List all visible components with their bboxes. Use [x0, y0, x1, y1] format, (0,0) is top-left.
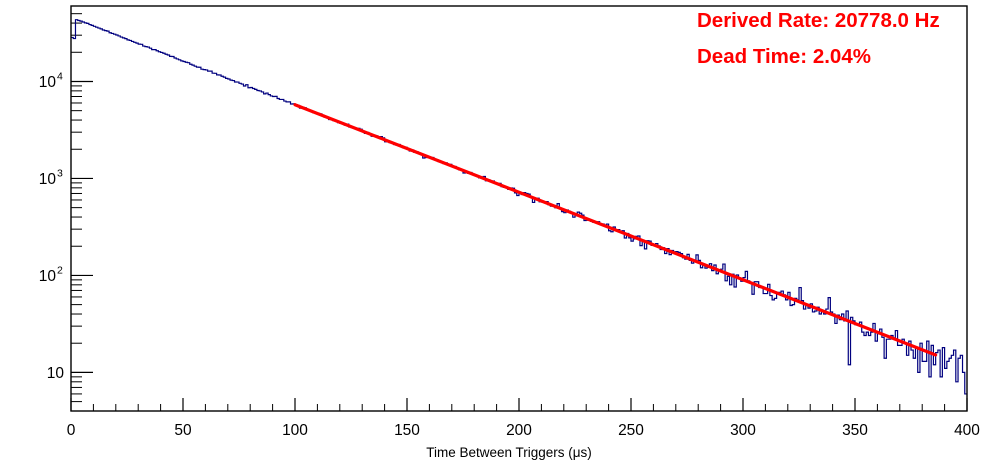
- fit-line-series: [293, 103, 938, 357]
- x-tick-label: 100: [282, 422, 308, 439]
- x-tick-label: 50: [174, 422, 192, 439]
- x-tick-label: 200: [506, 422, 532, 439]
- axis-ticks-x: [70, 398, 968, 411]
- y-tick-label: 10: [39, 268, 57, 285]
- y-tick-label: 10: [47, 365, 65, 382]
- x-tick-label: 150: [394, 422, 420, 439]
- y-tick-label: 10: [39, 171, 57, 188]
- y-tick-label: 10: [39, 74, 57, 91]
- derived-rate-annotation: Derived Rate: 20778.0 Hz: [697, 9, 940, 32]
- x-tick-label: 0: [67, 422, 76, 439]
- y-tick-exponent: 2: [57, 264, 63, 276]
- plot-frame: [70, 5, 968, 412]
- x-tick-label: 400: [954, 422, 980, 439]
- x-tick-label: 250: [618, 422, 644, 439]
- x-tick-label: 300: [730, 422, 756, 439]
- x-axis-title: Time Between Triggers (μs): [426, 445, 592, 460]
- x-tick-label: 350: [842, 422, 868, 439]
- y-tick-exponent: 3: [57, 167, 63, 179]
- y-tick-exponent: 4: [57, 70, 63, 82]
- histogram-series: [71, 19, 967, 395]
- axis-ticks-y: [71, 5, 93, 412]
- axis-labels-x: 0 50 100 150 200 250 300 350 400: [67, 422, 981, 439]
- dead-time-annotation: Dead Time: 2.04%: [697, 45, 871, 68]
